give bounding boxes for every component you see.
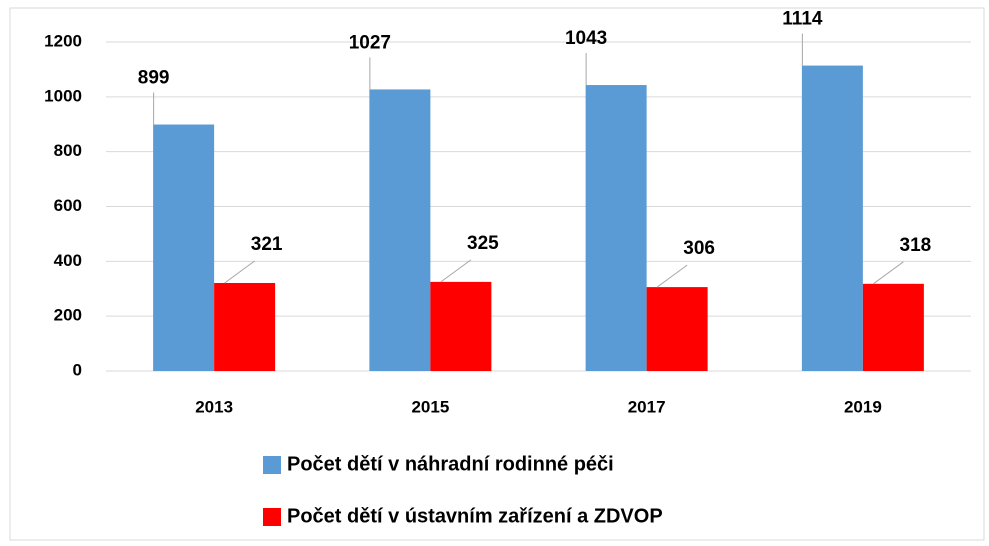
bar [801,65,863,371]
y-tick-label: 1000 [44,86,82,105]
x-tick-label: 2017 [628,397,666,416]
bar [646,287,708,371]
data-label: 1043 [565,28,607,49]
y-tick-label: 800 [54,141,82,160]
data-label: 325 [467,233,499,254]
bar [153,124,215,371]
x-tick-label: 2019 [844,397,882,416]
bar [214,282,276,371]
bar [430,281,492,371]
legend-swatch [263,508,281,526]
x-tick-label: 2015 [411,397,449,416]
leader-line [224,260,255,284]
y-tick-label: 1200 [44,31,82,50]
leader-line [656,264,688,288]
data-label: 318 [900,235,932,256]
leader-line [440,259,472,283]
y-tick-label: 200 [54,306,82,325]
bar [369,89,431,371]
x-tick-label: 2013 [195,397,233,416]
y-tick-label: 0 [73,360,82,379]
data-label: 899 [138,68,170,89]
data-label: 321 [251,234,283,255]
data-label: 1027 [349,32,391,53]
bar [585,85,647,372]
leader-line [873,261,904,285]
data-label: 1114 [782,9,823,30]
legend-label: Počet dětí v ústavním zařízení a ZDVOP [287,505,663,527]
y-tick-label: 600 [54,196,82,215]
bar [862,283,924,371]
legend-swatch [263,456,281,474]
y-tick-label: 400 [54,251,82,270]
data-label: 306 [683,238,715,259]
legend-label: Počet dětí v náhradní rodinné péči [287,453,614,475]
